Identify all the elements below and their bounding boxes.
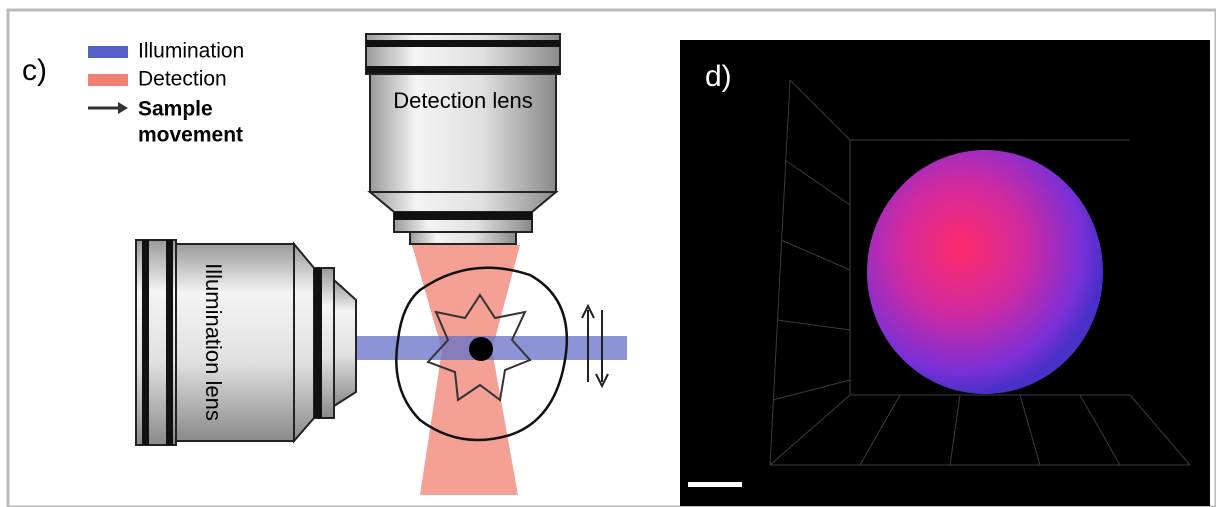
legend-arrow-head xyxy=(118,102,128,114)
figure: c) Illumination Detection Sample movemen… xyxy=(0,0,1216,507)
panel-c: c) Illumination Detection Sample movemen… xyxy=(22,34,627,495)
shape xyxy=(366,40,560,47)
detection-lens: Detection lens xyxy=(366,34,560,244)
shape xyxy=(334,280,356,406)
legend-label: movement xyxy=(138,124,243,147)
spheroid xyxy=(867,150,1103,394)
panel-label: d) xyxy=(705,60,732,93)
shape xyxy=(142,240,149,445)
panel-label: c) xyxy=(22,54,47,87)
lens-label: Detection lens xyxy=(393,88,532,113)
legend-label: Illumination xyxy=(138,40,244,63)
legend-swatch xyxy=(88,74,128,86)
legend-label: Detection xyxy=(138,68,227,91)
legend-swatch xyxy=(88,46,128,58)
shape xyxy=(410,232,516,244)
scale-bar xyxy=(688,482,742,487)
panel-d: d) xyxy=(680,40,1210,506)
legend-label: Sample xyxy=(138,98,213,121)
illumination-lens: Illumination lens xyxy=(136,240,356,445)
detection-beam xyxy=(412,245,520,495)
shape xyxy=(370,192,556,212)
lens-label: Illumination lens xyxy=(201,263,226,421)
page: c) Illumination Detection Sample movemen… xyxy=(0,0,1216,507)
shape xyxy=(366,66,560,73)
shape xyxy=(394,212,532,220)
shape xyxy=(166,240,173,445)
sample-dot xyxy=(469,337,493,361)
shape xyxy=(314,268,322,418)
shape xyxy=(294,244,314,441)
shape xyxy=(176,244,294,441)
